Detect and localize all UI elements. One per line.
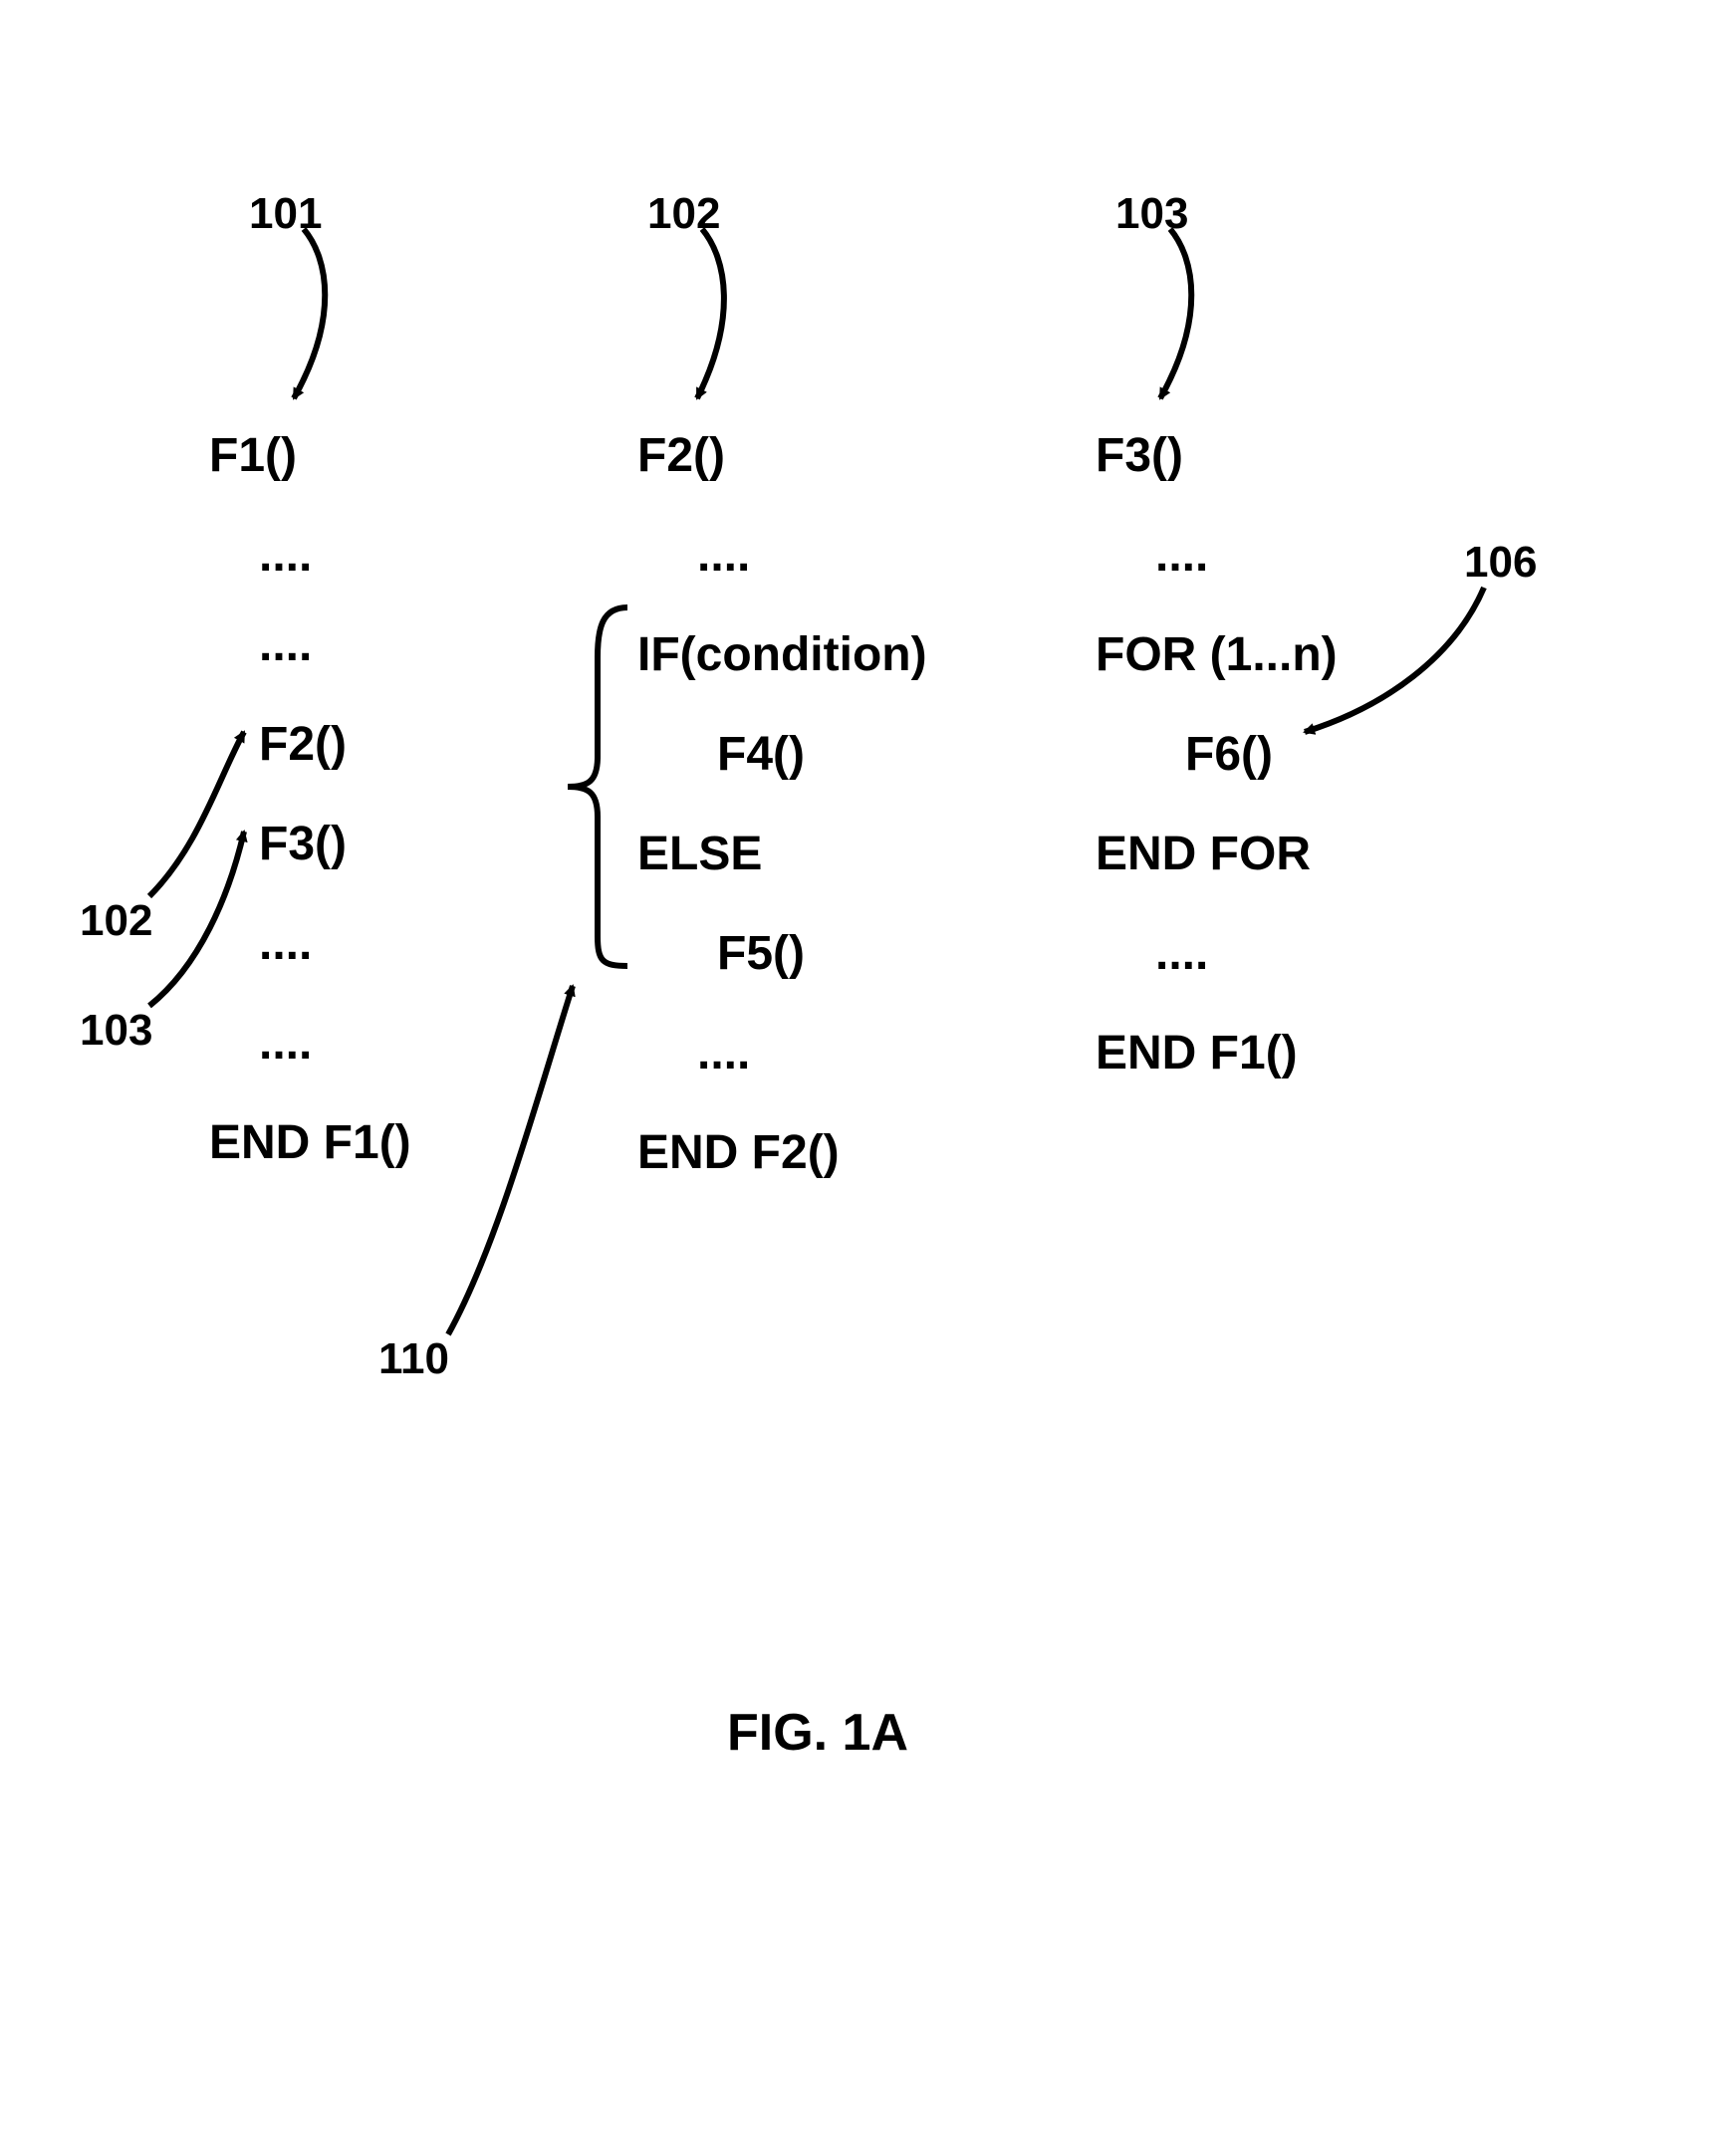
f3-line-5: .... [1155, 926, 1208, 981]
f2-line-2: IF(condition) [637, 627, 927, 682]
arrow-101 [294, 229, 325, 398]
ref-label-102: 102 [647, 189, 720, 239]
f3-line-1: .... [1155, 528, 1208, 583]
f2-line-1: .... [697, 528, 750, 583]
f1-line-0: F1() [209, 428, 297, 483]
f2-line-6: .... [697, 1026, 750, 1080]
f2-line-3: F4() [717, 727, 805, 782]
arrow-110 [448, 986, 573, 1334]
f1-line-7: END F1() [209, 1115, 411, 1170]
f1-line-4: F3() [259, 817, 347, 871]
f3-line-3: F6() [1185, 727, 1273, 782]
f2-line-7: END F2() [637, 1125, 840, 1180]
f1-line-3: F2() [259, 717, 347, 772]
curly-brace-icon [568, 607, 627, 966]
figure-label: FIG. 1A [727, 1703, 908, 1763]
f3-line-4: END FOR [1096, 827, 1311, 881]
f2-line-5: F5() [717, 926, 805, 981]
f2-line-0: F2() [637, 428, 725, 483]
f1-line-5: .... [259, 916, 312, 971]
arrow-102-top [697, 229, 724, 398]
ref-label-106: 106 [1464, 538, 1537, 588]
f1-line-6: .... [259, 1016, 312, 1071]
f3-line-2: FOR (1...n) [1096, 627, 1338, 682]
ref-label-101: 101 [249, 189, 322, 239]
f2-line-4: ELSE [637, 827, 762, 881]
f1-line-1: .... [259, 528, 312, 583]
f3-line-0: F3() [1096, 428, 1183, 483]
ref-label-102-inner: 102 [80, 896, 152, 946]
ref-label-103-inner: 103 [80, 1006, 152, 1056]
diagram-overlay [0, 0, 1717, 2156]
arrow-102-inner [149, 732, 244, 896]
arrow-103-inner [149, 832, 244, 1006]
f3-line-6: END F1() [1096, 1026, 1298, 1080]
ref-label-110: 110 [378, 1334, 449, 1384]
f1-line-2: .... [259, 617, 312, 672]
arrow-103-top [1160, 229, 1191, 398]
ref-label-103: 103 [1115, 189, 1188, 239]
